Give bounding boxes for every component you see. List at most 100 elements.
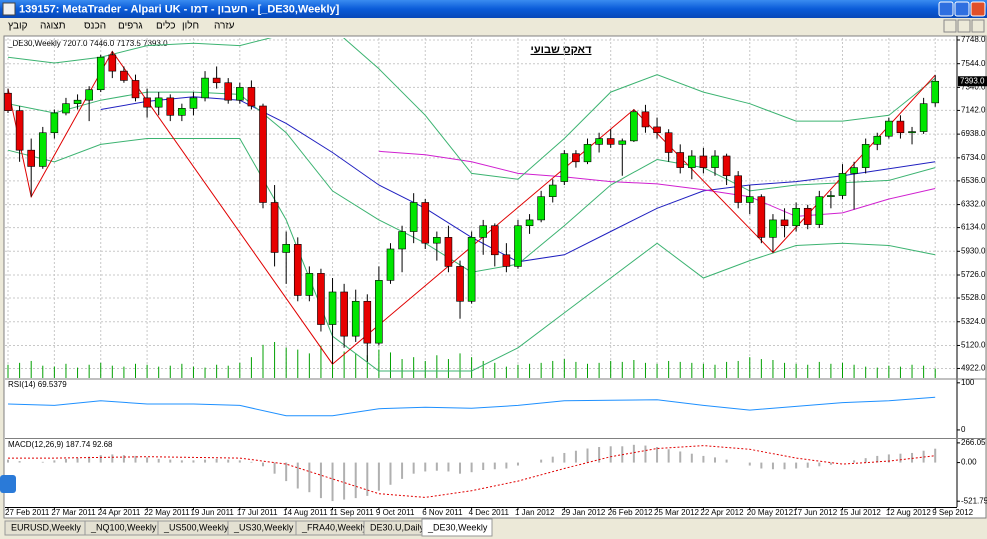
price-tag [958, 76, 987, 87]
menu-item[interactable]: עזרה [214, 21, 235, 32]
candle-body [514, 225, 522, 267]
y-tick-label: 6134.0 [961, 223, 986, 232]
side-icon[interactable] [0, 475, 16, 493]
candle-body [734, 175, 742, 203]
candle-body [745, 196, 754, 203]
child-min[interactable] [943, 19, 957, 33]
tab-label[interactable]: DE30.U,Daily [370, 522, 425, 532]
macd-header: MACD(12,26,9) 187.74 92.68 [8, 440, 113, 449]
signal-line [8, 445, 936, 498]
x-tick-label: 26 Feb 2012 [608, 508, 653, 517]
candle-body [838, 173, 847, 196]
tab-label[interactable]: _US30,Weekly [233, 522, 294, 532]
y-tick-label: 6536.0 [961, 176, 986, 185]
y-tick-label: 6938.0 [961, 129, 986, 138]
candle-body [270, 202, 279, 253]
menu-item[interactable]: קובץ [8, 21, 28, 32]
candle-body [664, 132, 673, 153]
x-tick-label: 19 Jun 2011 [190, 508, 234, 517]
candle-body [444, 237, 453, 267]
candle-body [688, 155, 696, 168]
x-tick-label: 29 Jan 2012 [561, 508, 606, 517]
y-tick-label: 5120.0 [961, 341, 986, 350]
window-title: 139157: MetaTrader - Alpari UK - חשבון -… [19, 3, 340, 15]
y-tick-label: 7544.0 [961, 59, 986, 68]
candle-body [595, 138, 603, 145]
candle-body [317, 273, 325, 325]
y-tick-label: 7340.0 [961, 83, 986, 92]
candle-body [653, 126, 661, 134]
candle-body [120, 70, 128, 81]
child-restore[interactable] [957, 19, 971, 33]
y-tick-label: 0.00 [961, 458, 977, 467]
tab[interactable] [421, 518, 493, 537]
menu-item[interactable]: חלון [182, 20, 199, 32]
candle-body [178, 108, 186, 116]
candle-body [931, 80, 940, 104]
close-button[interactable] [970, 1, 986, 17]
candle-body [293, 244, 302, 296]
x-tick-label: 9 Sep 2012 [932, 508, 973, 517]
candle-body [363, 300, 372, 344]
candle-body [919, 103, 928, 132]
candle-body [212, 77, 221, 84]
candle-body [792, 207, 800, 227]
x-tick-label: 12 Aug 2012 [886, 508, 931, 517]
candle-body [282, 244, 290, 253]
tab-label[interactable]: _DE30,Weekly [427, 522, 488, 532]
candle-body [467, 237, 476, 302]
candle-body [15, 110, 24, 151]
candle-body [641, 111, 650, 128]
menu-item[interactable]: תצוגה [40, 21, 66, 32]
candle-body [154, 97, 163, 108]
x-tick-label: 25 Mar 2012 [654, 508, 699, 517]
menu-item[interactable]: כלים [156, 20, 176, 32]
candle-body [85, 89, 93, 101]
y-tick-label: 6734.0 [961, 153, 986, 162]
candle-body [456, 266, 464, 302]
candle-body [757, 196, 766, 238]
candle-body [780, 219, 789, 227]
candle-body [618, 140, 627, 145]
maximize-button[interactable] [954, 1, 970, 17]
candle-body [189, 97, 198, 109]
tab-label[interactable]: EURUSD,Weekly [11, 522, 81, 532]
child-close[interactable] [971, 19, 985, 33]
candle-body [560, 153, 569, 182]
tab-label[interactable]: _FRA40,Weekly [301, 522, 367, 532]
menu-item[interactable]: גרפים [118, 21, 143, 32]
tab-label[interactable]: _US500,Weekly [163, 522, 229, 532]
y-tick-label: 0 [961, 425, 966, 434]
x-tick-label: 17 Jul 2011 [237, 508, 278, 517]
x-tick-label: 22 May 2011 [144, 508, 190, 517]
tab-label[interactable]: _NQ100,Weekly [90, 522, 157, 532]
candle-body [479, 225, 488, 238]
candle-body [409, 202, 418, 232]
candle-body [850, 167, 858, 174]
rsi-header: RSI(14) 69.5379 [8, 380, 67, 389]
candle-body [340, 291, 348, 337]
candle-body [305, 273, 314, 296]
candle-body [201, 77, 209, 99]
x-tick-label: 15 Jul 2012 [839, 508, 881, 517]
y-tick-label: 5324.0 [961, 317, 986, 326]
minimize-button[interactable] [938, 1, 954, 17]
candle-body [699, 155, 708, 168]
x-tick-label: 27 Feb 2011 [5, 508, 50, 517]
candle-body [606, 138, 615, 145]
x-tick-label: 1 Jan 2012 [515, 508, 555, 517]
candle-body [769, 219, 777, 238]
candle-body [247, 87, 256, 107]
candle-body [108, 54, 117, 72]
x-tick-label: 22 Apr 2012 [700, 508, 744, 517]
candle-body [398, 231, 406, 250]
chart-frame [3, 35, 987, 519]
candle-body [166, 97, 175, 116]
candle-body [224, 82, 233, 101]
candle-body [803, 207, 812, 225]
y-tick-label: 5528.0 [961, 293, 986, 302]
menu-bar [0, 18, 987, 34]
x-tick-label: 24 Apr 2011 [98, 508, 141, 517]
menu-item[interactable]: הכנס [84, 21, 106, 32]
